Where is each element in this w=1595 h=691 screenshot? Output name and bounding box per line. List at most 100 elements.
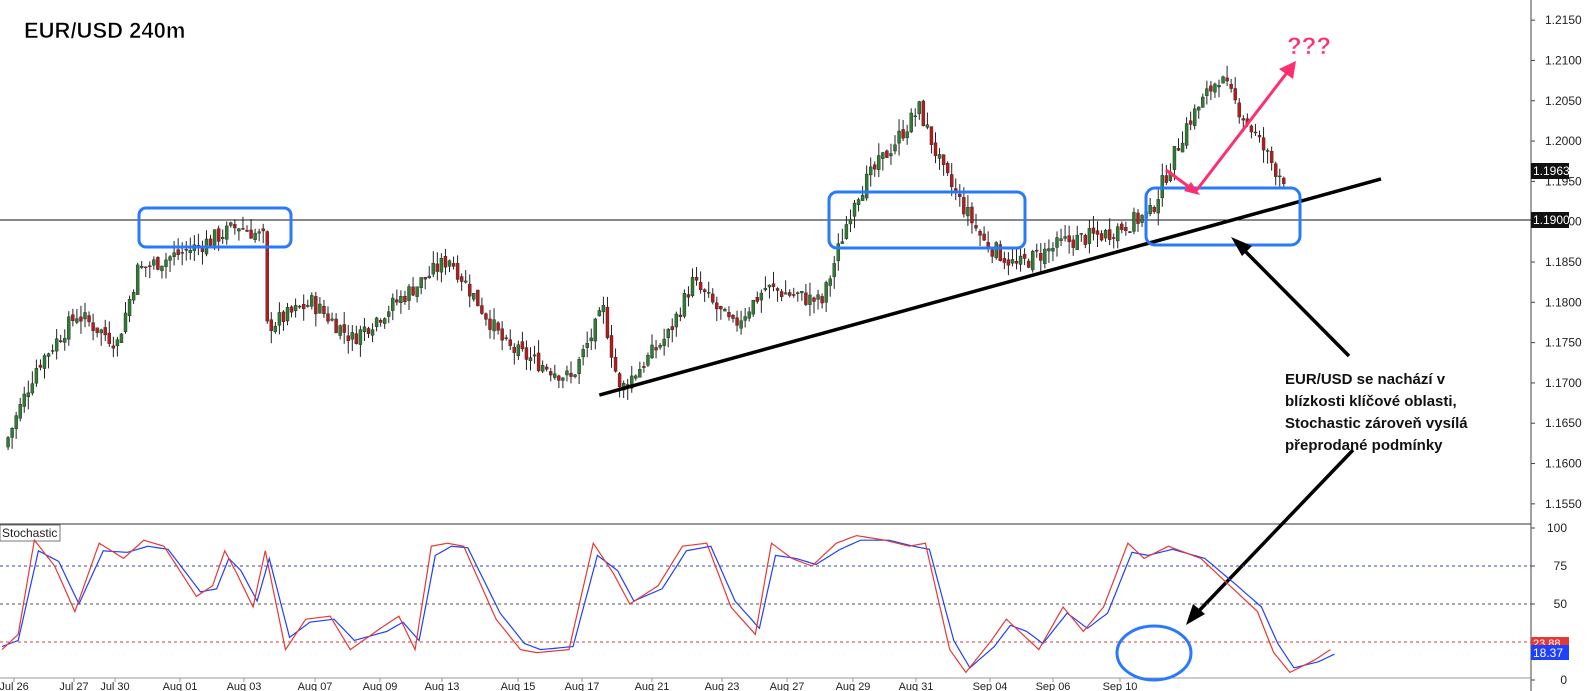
candle-bearish (702, 289, 707, 293)
candle-bearish (970, 206, 974, 224)
stochastic-tick-label: 100 (1547, 521, 1567, 535)
candle-bearish (488, 318, 492, 330)
candle-bullish (852, 202, 857, 217)
candle-bullish (46, 353, 51, 357)
candle-bearish (792, 294, 796, 296)
candle-bearish (59, 340, 63, 343)
candle-bullish (666, 329, 670, 339)
candle-bullish (34, 368, 39, 384)
candle-bearish (545, 366, 549, 370)
candle-bearish (107, 332, 112, 344)
candle-bearish (500, 328, 504, 341)
candle-bearish (504, 337, 508, 339)
candle-bearish (820, 296, 824, 304)
range-box-aug29 (827, 190, 1027, 250)
price-tick-label: 1.2100 (1545, 53, 1582, 67)
candle-bullish (690, 277, 695, 296)
candle-bearish (1209, 85, 1213, 92)
trendline (598, 177, 1382, 397)
candle-bullish (634, 375, 638, 379)
candle-bearish (265, 231, 269, 322)
time-tick-label: Aug 07 (298, 681, 333, 691)
candle-bearish (715, 302, 719, 310)
candle-bullish (658, 345, 662, 348)
candle-bearish (1111, 237, 1116, 239)
candle-bearish (95, 327, 99, 333)
candle-bearish (812, 297, 816, 302)
candle-bullish (75, 318, 79, 323)
time-tick-label: Aug 31 (899, 681, 934, 691)
price-tick-label: 1.2050 (1545, 94, 1582, 108)
candle-bullish (848, 219, 853, 225)
note-line-1: EUR/USD se nachází v (1285, 371, 1446, 388)
candle-bullish (573, 374, 577, 377)
question-annotation: ??? (1287, 33, 1331, 60)
candle-bullish (864, 173, 869, 199)
candle-bullish (824, 282, 828, 303)
candle-bullish (338, 325, 342, 336)
time-tick-label: Aug 23 (705, 681, 740, 691)
candle-bullish (828, 278, 832, 286)
candle-bearish (411, 286, 415, 296)
candle-bullish (350, 332, 354, 340)
candle-bullish (856, 199, 861, 206)
candle-bullish (1265, 150, 1270, 152)
stochastic-label: Stochastic (2, 526, 57, 540)
candle-bullish (994, 242, 998, 258)
candle-bullish (1128, 231, 1132, 233)
candle-bullish (532, 354, 537, 357)
candle-bearish (569, 372, 573, 377)
candle-bullish (285, 307, 290, 322)
candle-bullish (293, 305, 298, 311)
candle-bearish (423, 276, 427, 280)
candle-bearish (520, 341, 525, 350)
candle-bearish (111, 345, 116, 349)
candle-bearish (1229, 84, 1233, 89)
callout-arrows (1186, 237, 1355, 625)
note-line-2: blízkosti klíčové oblasti, (1285, 393, 1457, 410)
candle-bullish (1197, 106, 1201, 111)
candle-bullish (63, 337, 67, 343)
candle-bearish (468, 283, 472, 297)
time-tick-label: Aug 13 (425, 681, 460, 691)
candle-bullish (1156, 199, 1160, 214)
candle-bearish (1282, 177, 1286, 184)
candle-bearish (1091, 227, 1096, 234)
candle-bearish (1136, 212, 1140, 224)
candle-bullish (1079, 233, 1084, 235)
candle-bearish (144, 266, 148, 269)
note-line-3: Stochastic zároveň vysílá (1285, 415, 1468, 432)
candle-bearish (982, 233, 986, 241)
candle-bullish (42, 355, 47, 369)
candle-bullish (767, 284, 772, 288)
key-zone-box (1144, 186, 1302, 247)
candle-bearish (1164, 175, 1169, 183)
candle-bearish (1253, 131, 1258, 134)
candle-bullish (601, 305, 606, 313)
candle-bearish (91, 322, 95, 331)
stochastic-label-box (0, 524, 61, 542)
candle-bearish (297, 305, 302, 308)
candle-bearish (796, 292, 800, 294)
candle-bearish (443, 256, 448, 268)
candle-bullish (464, 280, 468, 283)
candle-bullish (387, 311, 391, 317)
candle-bearish (435, 263, 440, 272)
candle-bullish (723, 309, 727, 312)
candle-bullish (646, 355, 650, 366)
price-tick-label: 1.1550 (1545, 497, 1582, 511)
candle-bullish (844, 224, 849, 240)
candle-bullish (1075, 234, 1079, 250)
candle-bullish (1018, 255, 1023, 265)
candle-bullish (26, 392, 30, 398)
candle-bullish (528, 357, 533, 361)
candle-bullish (1132, 212, 1136, 232)
candle-bearish (395, 299, 399, 303)
candle-bearish (1002, 258, 1007, 263)
candle-bullish (589, 337, 593, 342)
candle-bullish (188, 249, 193, 253)
candle-bullish (306, 305, 310, 307)
candle-bullish (577, 359, 581, 374)
candle-bearish (613, 356, 618, 372)
stochastic-tick-label: 50 (1554, 597, 1568, 611)
